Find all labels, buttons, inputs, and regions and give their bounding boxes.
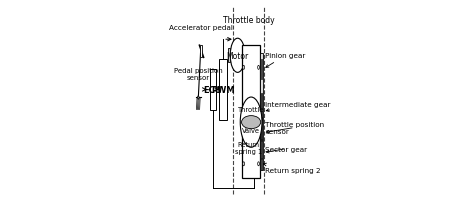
Bar [219,60,227,120]
Text: Pedal position
sensor: Pedal position sensor [174,68,223,81]
Circle shape [230,39,245,73]
Ellipse shape [242,116,261,129]
Text: Valve: Valve [242,128,260,134]
Circle shape [198,96,199,100]
Bar [200,46,202,58]
Text: PWM: PWM [211,85,235,94]
Circle shape [258,66,259,70]
Bar [261,117,262,141]
Text: Sector gear: Sector gear [265,146,307,153]
Bar [261,140,262,160]
Circle shape [243,162,245,166]
Text: ECU: ECU [204,85,222,94]
Text: Return
spring 1: Return spring 1 [235,142,262,154]
Bar [260,54,263,170]
Bar [243,112,245,134]
Bar [261,60,262,80]
Text: Motor: Motor [227,52,249,61]
Bar [261,158,262,170]
Bar [245,49,247,63]
Bar [210,70,216,110]
Circle shape [258,162,259,166]
Bar [228,49,230,63]
Text: Throttle body: Throttle body [223,16,274,24]
Bar [242,46,260,178]
Text: Throttle: Throttle [238,106,264,113]
Text: Pinion gear: Pinion gear [265,53,306,68]
Circle shape [240,98,262,147]
Text: Throttle position
sensor: Throttle position sensor [265,121,324,134]
Text: Intermediate gear: Intermediate gear [265,101,331,112]
Bar [261,94,262,120]
Text: Accelerator pedal: Accelerator pedal [169,25,233,31]
Text: Return spring 2: Return spring 2 [264,163,321,173]
Circle shape [243,66,245,70]
